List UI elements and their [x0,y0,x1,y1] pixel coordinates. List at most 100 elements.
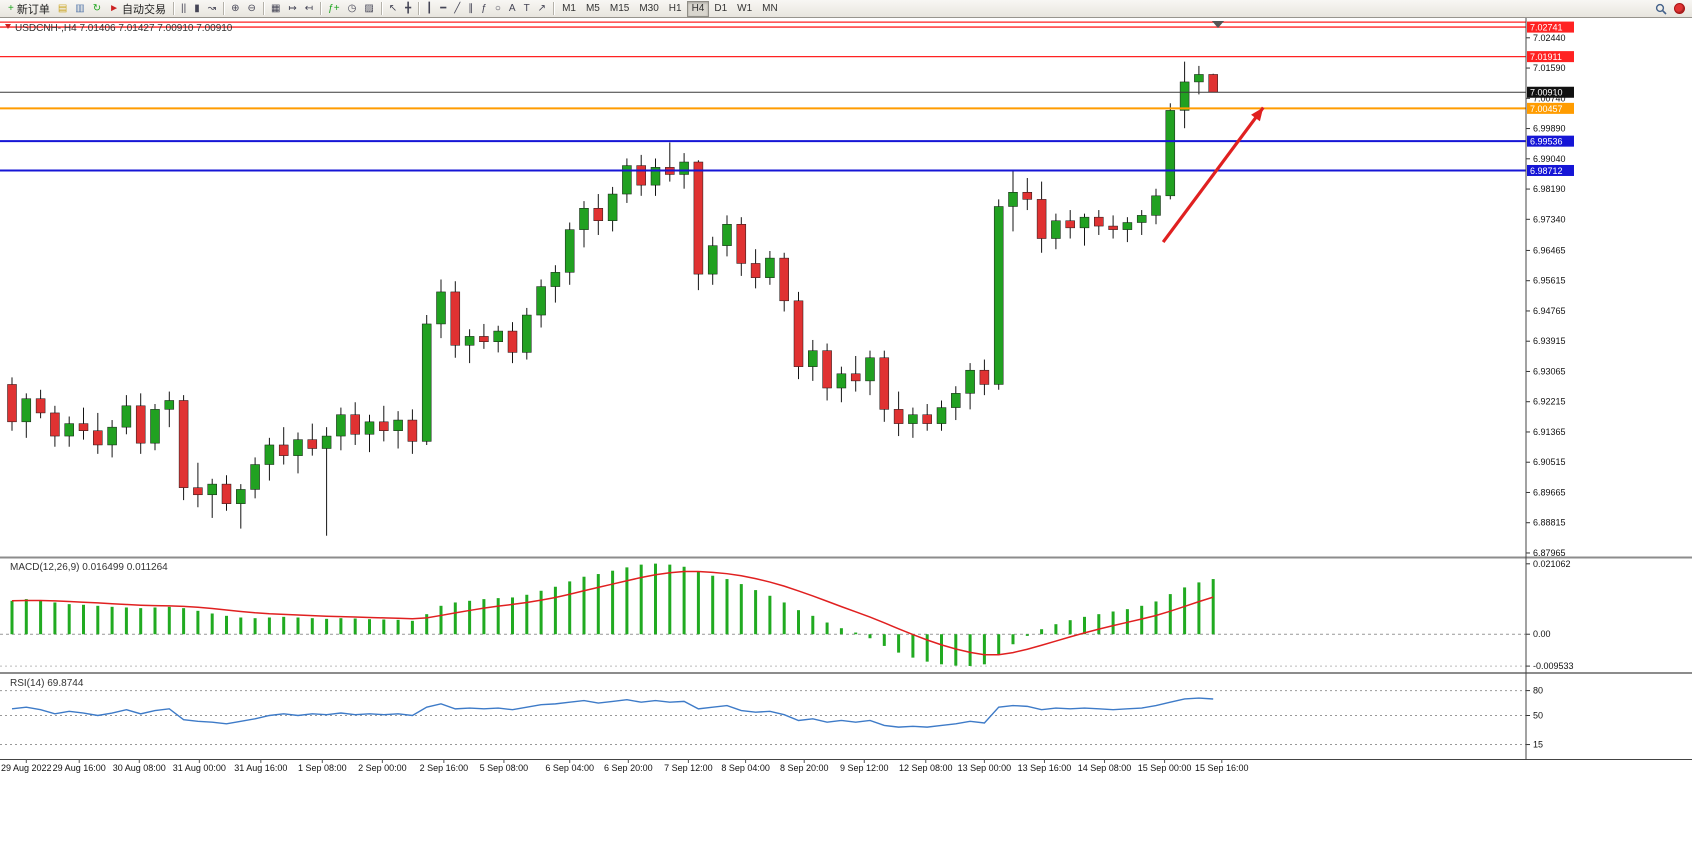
text-label-icon: T [523,2,530,14]
search-icon[interactable] [1655,3,1667,15]
text-label-button[interactable]: T [520,1,534,17]
candle-body [507,330,518,353]
candle-body [107,426,117,446]
candle-body [579,208,589,230]
candle-body [736,224,747,264]
candle-body [50,412,60,437]
periods-button[interactable]: ◷ [344,1,361,17]
auto-trading-button[interactable]: ► 自动交易 [105,1,170,17]
timeframe-d1-button[interactable]: D1 [709,1,732,17]
candle-body [393,419,403,431]
timeframe-w1-button[interactable]: W1 [732,1,757,17]
candle-body [1079,216,1090,229]
timeframe-h4-button[interactable]: H4 [686,0,710,17]
trendline-button[interactable]: ╱ [450,1,464,17]
chart-canvas[interactable]: 7.02741 7.01911 7.00910 7.00457 6.99536 6.987… [0,18,1692,844]
zoom-out-button[interactable]: ⊖ [244,1,260,17]
price-tick-label: 6.89665 [1533,487,1566,497]
candle-body [707,245,718,275]
price-tick-label: 6.94765 [1533,306,1566,316]
chart-shift-marker[interactable] [1212,21,1224,28]
new-order-icon: + [8,2,14,14]
chart-shift-button[interactable]: ↤ [301,1,317,17]
candle-body [936,407,947,424]
candlesticks-icon: ▮ [194,2,200,14]
cursor-button[interactable]: ↖ [385,1,401,17]
toolbar-separator [418,2,420,15]
tile-windows-icon: ▦ [270,2,281,14]
price-badge-label: 6.98712 [1530,166,1563,176]
candle-body [407,419,418,442]
candle-body [536,286,546,316]
zoom-in-icon: ⊕ [231,2,240,14]
timeframe-h1-button[interactable]: H1 [664,1,687,17]
toolbar-right [1655,3,1688,15]
time-axis[interactable] [0,760,1692,844]
candlesticks-button[interactable]: ▮ [190,1,204,17]
terminal-button[interactable]: ▥ [71,1,88,17]
candle-body [965,369,975,394]
vertical-line-button[interactable]: ┃ [422,1,436,17]
equidistant-channel-button[interactable]: ∥ [464,1,477,17]
candle-body [221,483,232,504]
refresh-button[interactable]: ↻ [89,1,105,17]
shapes-button[interactable]: ○ [491,1,505,17]
indicators-icon: ƒ+ [328,2,340,14]
text-button[interactable]: A [505,1,520,17]
candle-body [436,291,446,325]
candle-body [550,272,561,287]
candle-body [135,405,146,444]
notification-icon[interactable] [1674,3,1685,14]
fibonacci-button[interactable]: ƒ [477,1,491,17]
toolbar-separator [262,2,264,15]
price-tick-label: 6.96465 [1533,245,1566,255]
candle-body [522,314,532,353]
time-label: 14 Sep 08:00 [1078,763,1132,773]
price-tick-label: 6.98190 [1533,184,1566,194]
timeframe-m15-button[interactable]: M15 [605,1,634,17]
price-badge-label: 7.02741 [1530,23,1563,33]
candle-body [1094,216,1104,227]
candle-body [78,423,89,431]
trend-arrow[interactable] [1161,106,1265,244]
price-badge [1527,51,1574,63]
indicators-button[interactable]: ƒ+ [324,1,343,17]
candle-body [350,414,360,435]
market-depth-icon: ▤ [57,2,68,14]
timeframe-m5-button[interactable]: M5 [581,1,605,17]
candle-body [264,444,275,465]
candle-body [278,444,289,456]
time-label: 9 Sep 12:00 [840,763,889,773]
price-badge [1527,21,1574,33]
candle-body [779,257,789,302]
arrows-button[interactable]: ↗ [534,1,550,17]
horizontal-line-button[interactable]: ━ [436,1,450,17]
ohlc-bars-button[interactable]: || [177,1,190,17]
line-chart-button[interactable]: ↝ [204,1,220,17]
candle-body [1051,220,1061,239]
tile-windows-button[interactable]: ▦ [267,1,284,17]
timeframe-m30-button[interactable]: M30 [634,1,663,17]
price-tick-label: 6.99040 [1533,154,1566,164]
market-depth-button[interactable]: ▤ [54,1,71,17]
templates-icon: ▨ [364,2,374,14]
candle-body [893,409,904,424]
price-tick-label: 6.91365 [1533,427,1566,437]
candle-body [993,206,1004,385]
auto-scroll-button[interactable]: ↦ [284,1,300,17]
candle-body [1065,220,1075,229]
crosshair-button[interactable]: ╋ [401,1,415,17]
vertical-line-icon: ┃ [426,2,433,14]
templates-button[interactable]: ▨ [360,1,377,17]
zoom-in-button[interactable]: ⊕ [227,1,243,17]
candle-body [493,330,503,342]
timeframe-mn-button[interactable]: MN [757,1,783,17]
candle-body [607,193,618,221]
price-tick-label: 6.90515 [1533,457,1566,467]
new-order-button[interactable]: + 新订单 [4,1,54,17]
time-label: 13 Sep 00:00 [958,763,1012,773]
candle-body [1022,192,1033,200]
crosshair-icon: ╋ [405,2,412,14]
price-badge [1527,102,1574,114]
timeframe-m1-button[interactable]: M1 [557,1,581,17]
